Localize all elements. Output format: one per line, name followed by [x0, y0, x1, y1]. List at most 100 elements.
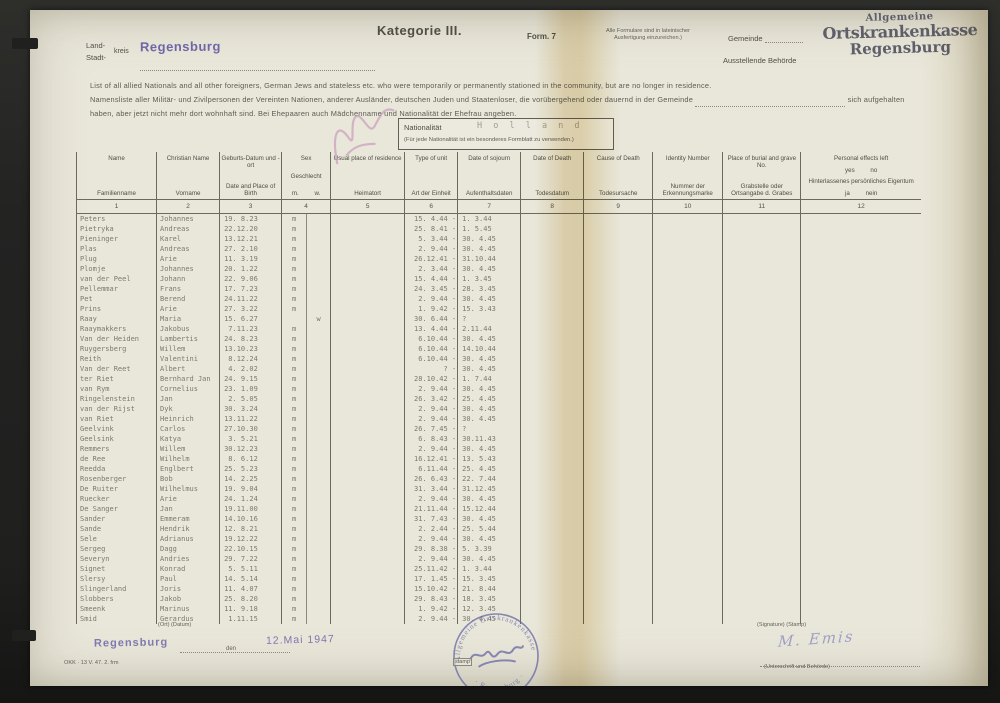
- cell-burial: [722, 484, 801, 494]
- cell-to: ?: [457, 314, 521, 324]
- cell-m: m: [281, 304, 307, 314]
- cell-death: [520, 213, 584, 224]
- cell-death: [520, 584, 584, 594]
- cell-w: [306, 394, 331, 404]
- cell-first: Frans: [156, 284, 220, 294]
- header-text: Vorname: [175, 190, 201, 197]
- cell-from: 30. 6.44 -: [404, 314, 458, 324]
- cell-m: m: [281, 364, 307, 374]
- cell-w: [306, 554, 331, 564]
- cell-burial: [722, 224, 801, 234]
- round-stamp-bottom-text: · Regensburg ·: [472, 671, 527, 686]
- stadt-label: Stadt-: [86, 53, 107, 62]
- cell-to: 30. 4.45: [457, 414, 521, 424]
- svg-text:Allgemeine Ortskrankenkasse: Allgemeine Ortskrankenkasse: [448, 609, 537, 663]
- cell-from: 21.11.44 -: [404, 504, 458, 514]
- cell-m: m: [281, 534, 307, 544]
- cell-effects: [800, 494, 921, 504]
- cell-name: Sergeg: [75, 544, 157, 554]
- category-heading: Kategorie III.: [377, 23, 463, 38]
- cell-burial: [722, 324, 801, 334]
- cell-w: [306, 494, 331, 504]
- cell-to: 2.11.44: [457, 324, 521, 334]
- cell-birth: 19. 9.04: [219, 484, 282, 494]
- cell-from: 2. 9.44 -: [404, 554, 458, 564]
- cell-idnum: [652, 424, 723, 434]
- cell-first: Berend: [156, 294, 220, 304]
- table-row: Sande Hendrik 12. 8.21 m 2. 2.44 -25. 5.44: [75, 524, 921, 534]
- cell-death: [520, 514, 584, 524]
- cell-cause: [583, 584, 653, 594]
- cell-heimat: [330, 584, 405, 594]
- column-header-5: Usual place of residence Heimatort: [330, 152, 405, 200]
- cell-name: De Sanger: [75, 504, 157, 514]
- cell-to: 13. 5.43: [457, 454, 521, 464]
- round-stamp-top-text: Allgemeine Ortskrankenkasse: [448, 609, 537, 663]
- cell-to: 30. 4.45: [457, 244, 521, 254]
- cell-death: [520, 364, 584, 374]
- left-edge-notch-top: [12, 38, 38, 49]
- cell-m: m: [281, 294, 307, 304]
- cell-idnum: [652, 284, 723, 294]
- header-text: Todesdatum: [535, 190, 570, 197]
- cell-w: [306, 244, 331, 254]
- column-header-12: Personal effects left yes no Hinterlassene…: [800, 152, 921, 200]
- intro-paragraph: List of all allied Nationals and all oth…: [90, 79, 912, 121]
- cell-m: m: [281, 284, 307, 294]
- table-row: De Ruiter Wilhelmus 19. 9.04 m 31. 3.44 -31.…: [75, 484, 921, 494]
- table-row: van Rym Cornelius 23. 1.09 m 2. 9.44 -30. 4.…: [75, 384, 921, 394]
- table-row: Severyn Andries 29. 7.22 m 2. 9.44 -30. 4.45: [75, 554, 921, 564]
- cell-death: [520, 244, 584, 254]
- cell-w: [306, 294, 331, 304]
- cell-heimat: [330, 304, 405, 314]
- cell-birth: 5. 5.11: [219, 564, 282, 574]
- cell-burial: [722, 474, 801, 484]
- signature-label: (Signature) (Stamp): [757, 622, 807, 628]
- cell-w: [306, 404, 331, 414]
- cell-m: m: [281, 444, 307, 454]
- cell-burial: [722, 534, 801, 544]
- cell-m: m: [281, 474, 307, 484]
- cell-cause: [583, 284, 653, 294]
- cell-death: [520, 464, 584, 474]
- header-text: yes no: [845, 166, 878, 174]
- cell-birth: 24.11.22: [219, 294, 282, 304]
- table-row: Ruecker Arie 24. 1.24 m 2. 9.44 -30. 4.45: [75, 494, 921, 504]
- cell-first: Katya: [156, 434, 220, 444]
- cell-first: Joris: [156, 584, 220, 594]
- cell-from: 1. 9.42 -: [404, 304, 458, 314]
- cell-heimat: [330, 574, 405, 584]
- cell-name: Rosenberger: [75, 474, 157, 484]
- cell-death: [520, 404, 584, 414]
- cell-cause: [583, 274, 653, 284]
- cell-to: 30. 4.45: [457, 294, 521, 304]
- cell-w: [306, 594, 331, 604]
- cell-m: m: [281, 354, 307, 364]
- cell-w: [306, 574, 331, 584]
- cell-idnum: [652, 524, 723, 534]
- cell-cause: [583, 474, 653, 484]
- cell-burial: [722, 374, 801, 384]
- cell-first: Jan: [156, 504, 220, 514]
- cell-death: [520, 254, 584, 264]
- cell-to: 30. 4.45: [457, 234, 521, 244]
- cell-to: ?: [457, 424, 521, 434]
- cell-from: 2. 9.44 -: [404, 534, 458, 544]
- table-row: Plomje Johannes 20. 1.22 m 2. 3.44 -30. 4.45: [75, 264, 921, 274]
- cell-heimat: [330, 334, 405, 344]
- cell-heimat: [330, 404, 405, 414]
- cell-burial: [722, 494, 801, 504]
- cell-birth: 11. 9.18: [219, 604, 282, 614]
- cell-w: [306, 334, 331, 344]
- date-stamp: 12.Mai 1947: [265, 633, 335, 647]
- cell-cause: [583, 304, 653, 314]
- cell-from: 6.10.44 -: [404, 344, 458, 354]
- table-row: Smeenk Marinus 11. 9.18 m 1. 9.42 -12. 3.45: [75, 604, 921, 614]
- cell-cause: [583, 594, 653, 604]
- cell-death: [520, 554, 584, 564]
- cell-heimat: [330, 354, 405, 364]
- cell-birth: 15. 6.27: [219, 314, 282, 324]
- cell-birth: 3. 5.21: [219, 434, 282, 444]
- cell-first: Bernhard Jan: [156, 374, 220, 384]
- table-row: Signet Konrad 5. 5.11 m 25.11.42 -1. 3.44: [75, 564, 921, 574]
